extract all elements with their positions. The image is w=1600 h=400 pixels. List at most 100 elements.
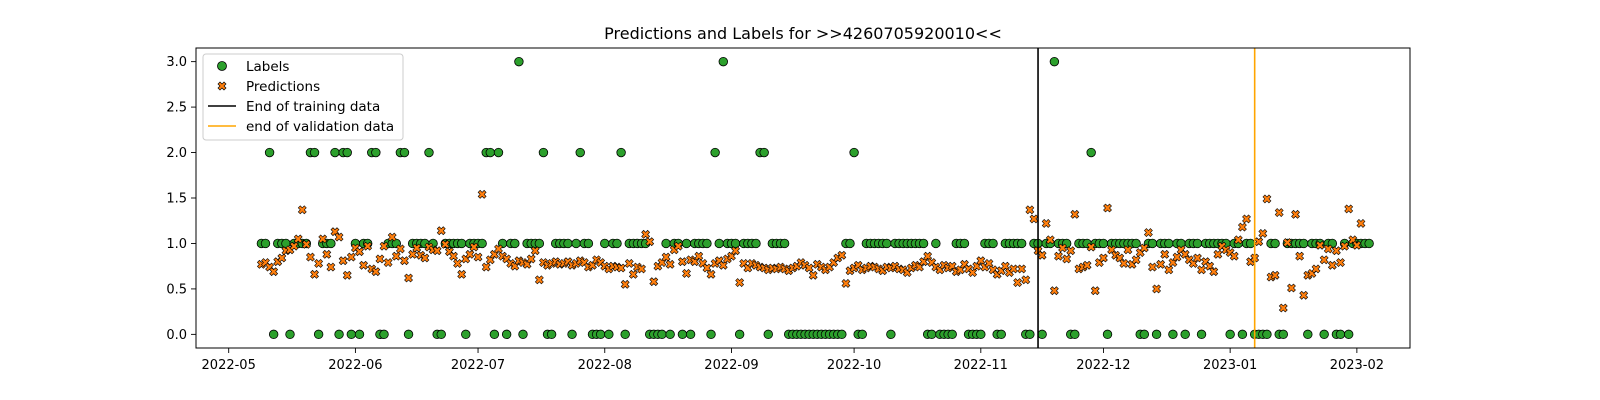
prediction-point — [1295, 251, 1305, 261]
label-point — [501, 329, 512, 340]
prediction-point — [322, 249, 332, 259]
y-axis: 0.0 0.5 1.0 1.5 2.0 2.5 3.0 — [166, 55, 196, 343]
label-point — [456, 238, 467, 249]
label-point — [346, 329, 357, 340]
prediction-point — [473, 252, 483, 262]
prediction-point — [1213, 249, 1223, 259]
label-point — [657, 329, 667, 340]
prediction-point — [1148, 262, 1157, 272]
prediction-point — [359, 260, 369, 270]
prediction-point — [1193, 253, 1202, 263]
prediction-point — [1258, 229, 1268, 238]
prediction-point — [1278, 303, 1288, 313]
prediction-point — [1013, 278, 1023, 287]
label-point — [371, 147, 381, 158]
label-point — [918, 238, 929, 249]
prediction-point — [628, 269, 638, 279]
prediction-point — [1282, 238, 1292, 247]
label-point — [1364, 238, 1374, 249]
y-tick-label: 2.5 — [166, 101, 187, 116]
label-point — [1139, 329, 1150, 340]
label-point — [534, 238, 545, 249]
y-tick-label: 1.5 — [166, 192, 187, 207]
prediction-point — [379, 241, 389, 251]
label-point — [857, 329, 867, 340]
label-point — [264, 147, 275, 158]
label-point — [354, 329, 365, 340]
label-point — [710, 147, 720, 158]
prediction-point — [1139, 243, 1149, 253]
label-point — [886, 329, 896, 340]
label-point — [399, 147, 410, 158]
label-point — [330, 147, 340, 158]
prediction-point — [1029, 214, 1039, 224]
x-tick-label: 2022-06 — [328, 358, 382, 373]
x-tick-label: 2022-09 — [704, 358, 758, 373]
prediction-point — [453, 259, 463, 268]
y-tick-label: 2.0 — [166, 146, 187, 161]
prediction-point — [1299, 290, 1309, 300]
prediction-point — [326, 262, 336, 272]
prediction-point — [1123, 245, 1133, 255]
label-point — [1335, 329, 1346, 340]
prediction-point — [1164, 265, 1174, 275]
prediction-point — [1103, 203, 1112, 213]
prediction-point — [1327, 260, 1337, 270]
label-point — [1086, 147, 1096, 158]
prediction-point — [293, 234, 303, 244]
prediction-point — [387, 232, 397, 242]
prediction-point — [1229, 251, 1239, 261]
label-point — [1343, 329, 1354, 340]
label-point — [1131, 238, 1141, 249]
label-point — [260, 238, 271, 249]
label-point — [1270, 238, 1280, 249]
prediction-point — [526, 254, 536, 264]
prediction-point — [702, 263, 712, 273]
prediction-point — [1311, 264, 1321, 274]
prediction-point — [1331, 246, 1341, 256]
prediction-point — [530, 246, 540, 256]
label-point — [1196, 329, 1207, 340]
prediction-point — [412, 243, 422, 253]
label-point — [489, 329, 500, 340]
x-axis: 2022-05 2022-06 2022-07 2022-08 2022-09 2022-… — [202, 348, 1384, 373]
prediction-point — [731, 246, 740, 256]
label-point — [485, 147, 496, 158]
label-point — [309, 147, 320, 158]
prediction-point — [306, 252, 315, 262]
prediction-point — [400, 256, 409, 266]
label-point — [1225, 329, 1235, 340]
chart-title: Predictions and Labels for >>42607059200… — [604, 24, 1002, 43]
prediction-point — [1319, 255, 1329, 265]
label-point — [575, 147, 585, 158]
label-point — [1180, 329, 1190, 340]
prediction-point — [1315, 240, 1325, 250]
legend-predictions-marker — [217, 81, 227, 91]
prediction-point — [1237, 222, 1247, 232]
label-point — [567, 329, 577, 340]
prediction-point — [1090, 286, 1100, 296]
label-point — [931, 238, 941, 249]
label-point — [685, 329, 696, 340]
prediction-point — [432, 246, 442, 256]
x-tick-label: 2023-01 — [1203, 358, 1257, 373]
prediction-point — [449, 251, 458, 261]
prediction-point — [375, 254, 385, 264]
y-tick-label: 3.0 — [166, 55, 187, 70]
label-point — [604, 329, 614, 340]
prediction-point — [1070, 209, 1080, 219]
label-point — [1303, 329, 1313, 340]
label-point — [988, 238, 998, 249]
legend-labels-text: Labels — [246, 59, 289, 75]
prediction-point — [1291, 209, 1300, 219]
label-point — [947, 329, 957, 340]
label-point — [849, 147, 859, 158]
prediction-point — [318, 234, 328, 244]
prediction-point — [1062, 254, 1072, 264]
label-point — [976, 329, 986, 340]
label-point — [845, 238, 855, 249]
x-tick-label: 2022-08 — [578, 358, 632, 373]
prediction-point — [355, 247, 364, 257]
prediction-point — [391, 251, 401, 261]
